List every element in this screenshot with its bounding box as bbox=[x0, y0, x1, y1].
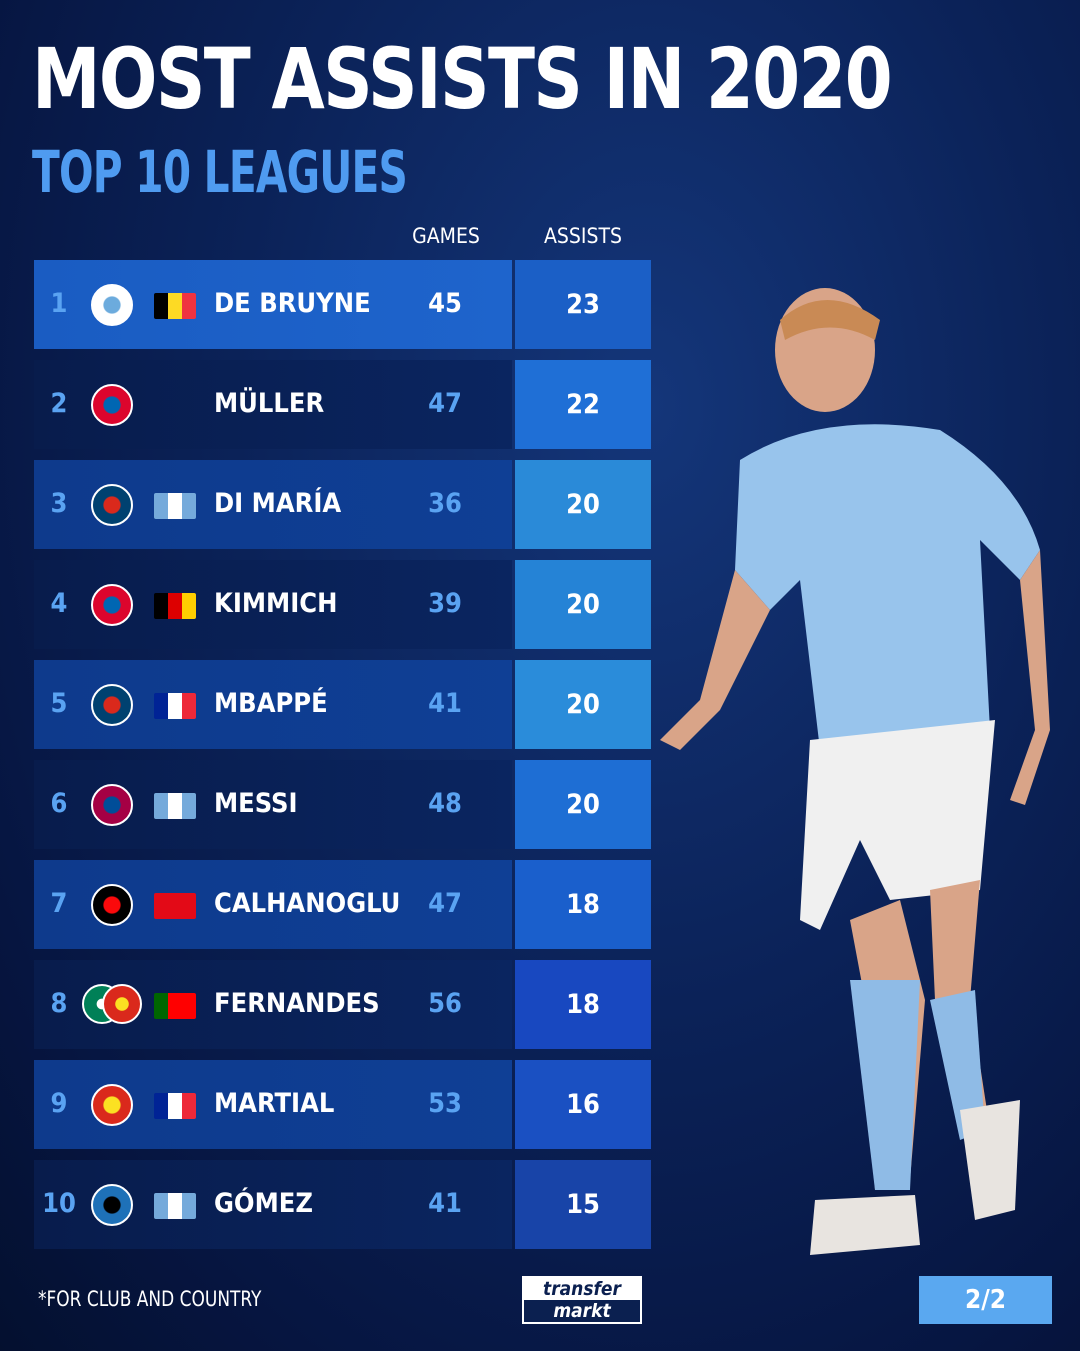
rank: 6 bbox=[50, 788, 68, 819]
games-column-header: GAMES bbox=[412, 224, 480, 248]
rank: 9 bbox=[50, 1088, 68, 1119]
games-value: 41 bbox=[428, 1188, 462, 1219]
nationality-flag-icon bbox=[154, 893, 196, 919]
assists-value: 20 bbox=[515, 460, 651, 549]
bayern-munich-badge-icon bbox=[91, 384, 133, 426]
table-row: 8 FERNANDES 56 bbox=[34, 960, 512, 1049]
assists-value: 20 bbox=[515, 760, 651, 849]
player-name: MÜLLER bbox=[214, 388, 325, 419]
rank: 2 bbox=[50, 388, 68, 419]
page-title: MOST ASSISTS IN 2020 bbox=[32, 30, 893, 128]
assists-value: 20 bbox=[515, 560, 651, 649]
nationality-flag-icon bbox=[154, 493, 196, 519]
player-image bbox=[660, 288, 1050, 1255]
player-name: MARTIAL bbox=[214, 1088, 335, 1119]
nationality-flag-icon bbox=[154, 293, 196, 319]
page-indicator: 2/2 bbox=[919, 1276, 1052, 1324]
games-value: 47 bbox=[428, 388, 462, 419]
table-row: 1 DE BRUYNE 45 bbox=[34, 260, 512, 349]
assists-value: 16 bbox=[515, 1060, 651, 1149]
footnote: *FOR CLUB AND COUNTRY bbox=[38, 1287, 262, 1311]
player-name: DI MARÍA bbox=[214, 488, 342, 519]
nationality-flag-icon bbox=[154, 793, 196, 819]
games-value: 39 bbox=[428, 588, 462, 619]
nationality-flag-icon bbox=[154, 693, 196, 719]
table-row: 9 MARTIAL 53 bbox=[34, 1060, 512, 1149]
psg-badge-icon bbox=[91, 684, 133, 726]
table-row: 2 MÜLLER 47 bbox=[34, 360, 512, 449]
player-name: CALHANOGLU bbox=[214, 888, 401, 919]
assists-value: 22 bbox=[515, 360, 651, 449]
assists-value: 20 bbox=[515, 660, 651, 749]
assists-value: 23 bbox=[515, 260, 651, 349]
player-name: MESSI bbox=[214, 788, 298, 819]
table-row: 4 KIMMICH 39 bbox=[34, 560, 512, 649]
manchester-united-badge-icon bbox=[102, 984, 142, 1024]
rank: 3 bbox=[50, 488, 68, 519]
games-value: 41 bbox=[428, 688, 462, 719]
rank: 10 bbox=[42, 1188, 76, 1219]
player-name: FERNANDES bbox=[214, 988, 380, 1019]
rank: 5 bbox=[50, 688, 68, 719]
transfermarkt-logo: transfer markt bbox=[522, 1276, 642, 1324]
page-subtitle: TOP 10 LEAGUES bbox=[32, 138, 408, 206]
psg-badge-icon bbox=[91, 484, 133, 526]
table-row: 3 DI MARÍA 36 bbox=[34, 460, 512, 549]
games-value: 56 bbox=[428, 988, 462, 1019]
nationality-flag-icon bbox=[154, 993, 196, 1019]
player-name: MBAPPÉ bbox=[214, 688, 328, 719]
games-value: 45 bbox=[428, 288, 462, 319]
barcelona-badge-icon bbox=[91, 784, 133, 826]
manchester-united-badge-icon bbox=[91, 1084, 133, 1126]
atalanta-badge-icon bbox=[91, 1184, 133, 1226]
logo-line-1: transfer bbox=[524, 1278, 640, 1300]
assists-value: 18 bbox=[515, 860, 651, 949]
nationality-flag-icon bbox=[154, 1193, 196, 1219]
table-row: 10 GÓMEZ 41 bbox=[34, 1160, 512, 1249]
player-name: DE BRUYNE bbox=[214, 288, 371, 319]
rank: 7 bbox=[50, 888, 68, 919]
ac-milan-badge-icon bbox=[91, 884, 133, 926]
table-row: 7 CALHANOGLU 47 bbox=[34, 860, 512, 949]
nationality-flag-icon bbox=[154, 1093, 196, 1119]
rank: 8 bbox=[50, 988, 68, 1019]
assists-column-header: ASSISTS bbox=[543, 224, 622, 248]
games-value: 47 bbox=[428, 888, 462, 919]
manchester-city-badge-icon bbox=[91, 284, 133, 326]
assists-value: 15 bbox=[515, 1160, 651, 1249]
rank: 4 bbox=[50, 588, 68, 619]
games-value: 53 bbox=[428, 1088, 462, 1119]
bayern-munich-badge-icon bbox=[91, 584, 133, 626]
assists-value: 18 bbox=[515, 960, 651, 1049]
player-name: GÓMEZ bbox=[214, 1188, 313, 1219]
games-value: 48 bbox=[428, 788, 462, 819]
logo-line-2: markt bbox=[524, 1300, 640, 1322]
games-value: 36 bbox=[428, 488, 462, 519]
table-row: 6 MESSI 48 bbox=[34, 760, 512, 849]
rank: 1 bbox=[50, 288, 68, 319]
nationality-flag-icon bbox=[154, 593, 196, 619]
table-row: 5 MBAPPÉ 41 bbox=[34, 660, 512, 749]
player-name: KIMMICH bbox=[214, 588, 338, 619]
